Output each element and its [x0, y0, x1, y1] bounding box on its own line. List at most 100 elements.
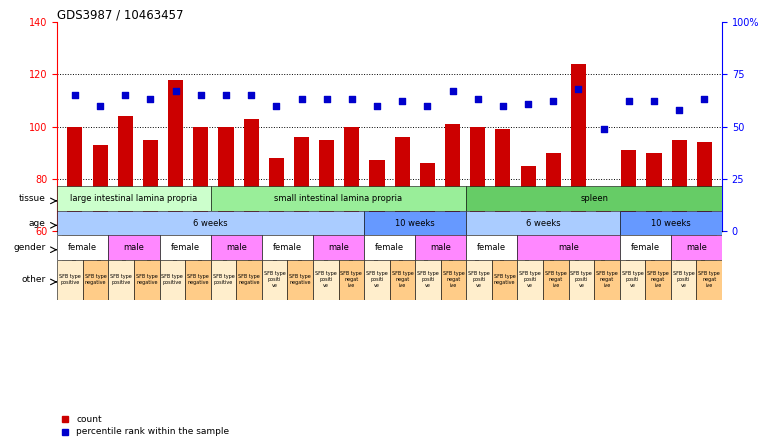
Point	[446, 87, 458, 95]
Bar	[364, 211, 466, 235]
Bar	[440, 231, 465, 300]
Bar	[193, 127, 209, 231]
Bar	[545, 153, 561, 231]
Bar	[415, 260, 441, 300]
Text: GSM738792: GSM738792	[500, 234, 506, 272]
Text: GSM738795: GSM738795	[601, 234, 606, 272]
Text: SFB type
positi
ve: SFB type positi ve	[315, 271, 337, 288]
Text: SFB type
negative: SFB type negative	[136, 274, 157, 285]
Bar	[262, 260, 287, 300]
Point	[245, 92, 257, 99]
Point	[144, 96, 157, 103]
Text: GSM738790: GSM738790	[400, 234, 405, 272]
Bar	[313, 235, 364, 260]
Text: GSM738802: GSM738802	[123, 234, 128, 272]
Bar	[160, 260, 185, 300]
Text: SFB type
positive: SFB type positive	[161, 274, 183, 285]
Bar	[185, 260, 211, 300]
Bar	[287, 260, 313, 300]
Bar	[617, 231, 642, 300]
Text: spleen: spleen	[580, 194, 608, 203]
Text: SFB type
negat
ive: SFB type negat ive	[545, 271, 567, 288]
Text: GSM738781: GSM738781	[299, 234, 304, 272]
Text: male: male	[328, 243, 349, 252]
Point	[623, 98, 635, 105]
Bar	[390, 231, 415, 300]
Point	[396, 98, 408, 105]
Bar	[238, 231, 264, 300]
Text: GSM738801: GSM738801	[173, 234, 178, 272]
Text: SFB type
negat
ive: SFB type negat ive	[391, 271, 413, 288]
Text: GSM738797: GSM738797	[702, 234, 707, 272]
Text: SFB type
negat
ive: SFB type negat ive	[341, 271, 362, 288]
Text: GSM738780: GSM738780	[224, 234, 228, 272]
Point	[522, 100, 534, 107]
Bar	[236, 260, 262, 300]
Text: female: female	[478, 243, 507, 252]
Bar	[319, 139, 335, 231]
Bar	[370, 160, 384, 231]
Bar	[621, 150, 636, 231]
Bar	[108, 235, 160, 260]
Point	[170, 87, 182, 95]
Text: GSM738786: GSM738786	[248, 234, 254, 272]
Text: gender: gender	[14, 243, 46, 252]
Point	[471, 96, 484, 103]
Bar	[188, 231, 213, 300]
Text: SFB type
negative: SFB type negative	[494, 274, 516, 285]
Bar	[63, 231, 88, 300]
Text: SFB type
positive: SFB type positive	[59, 274, 81, 285]
Text: GSM738784: GSM738784	[475, 234, 481, 272]
Text: 10 weeks: 10 weeks	[395, 218, 435, 228]
Point	[673, 106, 685, 113]
Bar	[466, 260, 492, 300]
Bar	[543, 260, 568, 300]
Bar	[697, 142, 712, 231]
Text: GDS3987 / 10463457: GDS3987 / 10463457	[57, 8, 184, 21]
Bar	[465, 231, 490, 300]
Bar	[67, 127, 83, 231]
Text: male: male	[686, 243, 707, 252]
Bar	[671, 260, 697, 300]
Text: GSM738793: GSM738793	[576, 234, 581, 272]
Text: GSM738787: GSM738787	[324, 234, 329, 272]
Text: female: female	[631, 243, 660, 252]
Point	[648, 98, 660, 105]
Point	[547, 98, 559, 105]
Text: GSM738783: GSM738783	[677, 234, 681, 272]
Point	[346, 96, 358, 103]
Bar	[672, 139, 687, 231]
Text: GSM738788: GSM738788	[274, 234, 279, 272]
Text: SFB type
negat
ive: SFB type negat ive	[647, 271, 669, 288]
Bar	[620, 260, 646, 300]
Text: GSM738794: GSM738794	[526, 234, 531, 272]
Bar	[620, 211, 722, 235]
Text: GSM738779: GSM738779	[425, 234, 430, 272]
Text: female: female	[68, 243, 98, 252]
Bar	[445, 124, 460, 231]
Text: male: male	[124, 243, 144, 252]
Text: GSM738798: GSM738798	[73, 234, 77, 272]
Point	[421, 102, 433, 109]
Bar	[219, 127, 234, 231]
Bar	[92, 145, 108, 231]
Text: GSM738800: GSM738800	[98, 234, 102, 272]
Bar	[57, 260, 83, 300]
Bar	[594, 260, 620, 300]
Point	[371, 102, 384, 109]
Bar	[470, 127, 485, 231]
Text: 10 weeks: 10 weeks	[651, 218, 691, 228]
Bar	[364, 231, 390, 300]
Point	[119, 92, 131, 99]
Bar	[211, 260, 236, 300]
Bar	[466, 186, 722, 211]
Text: female: female	[170, 243, 199, 252]
Bar	[415, 231, 440, 300]
Bar	[516, 231, 541, 300]
Bar	[571, 64, 586, 231]
Bar	[294, 137, 309, 231]
Text: SFB type
positive: SFB type positive	[212, 274, 235, 285]
Text: SFB type
positi
ve: SFB type positi ve	[571, 271, 592, 288]
Bar	[83, 260, 108, 300]
Text: 6 weeks: 6 weeks	[193, 218, 228, 228]
